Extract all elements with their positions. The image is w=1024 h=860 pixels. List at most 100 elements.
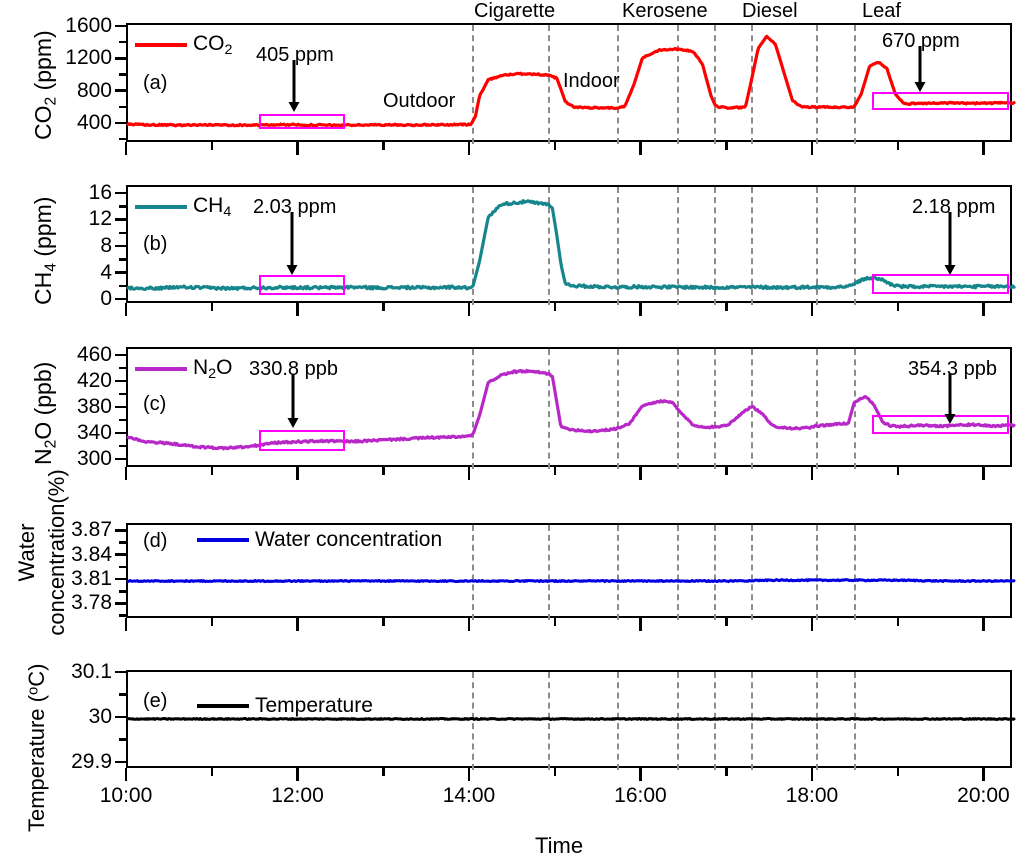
legend-water-swatch — [197, 538, 249, 542]
y-tick-label: 300 — [76, 447, 112, 471]
y-tick-label: 3.81 — [71, 567, 112, 591]
legend-co2-swatch — [135, 42, 187, 47]
y-tick-minor — [119, 366, 126, 370]
x-tick-major — [639, 618, 642, 631]
x-tick-minor — [725, 768, 728, 776]
x-tick-major — [296, 768, 299, 781]
x-tick-major — [982, 618, 985, 631]
event-divider-line — [616, 672, 619, 770]
x-tick-major — [810, 142, 814, 155]
y-tick-minor — [119, 231, 126, 235]
x-tick-major — [467, 142, 471, 155]
annotation-box — [258, 430, 345, 452]
x-tick-major — [124, 618, 128, 631]
event-label-leaf: Leaf — [862, 0, 901, 22]
x-tick-major — [639, 303, 642, 316]
x-tick-major — [124, 467, 128, 480]
x-tick-major — [982, 303, 985, 316]
data-trace-CO2 — [126, 34, 1016, 128]
event-divider-line — [854, 25, 857, 144]
event-divider-line — [854, 349, 857, 469]
x-tick-major — [296, 303, 299, 316]
y-tick-major — [115, 379, 126, 383]
event-divider-line — [676, 187, 679, 305]
legend-n2o: N2O — [135, 356, 232, 382]
x-axis-title: Time — [535, 833, 584, 858]
y-tick-minor — [119, 284, 126, 288]
y-tick-minor — [119, 444, 126, 448]
y-tick-minor — [119, 105, 126, 109]
y-tick-major — [115, 577, 126, 581]
plot-frame-d — [126, 523, 1016, 620]
x-tick-major — [124, 303, 128, 316]
legend-ch4-swatch — [135, 204, 187, 209]
x-tick-minor — [896, 768, 899, 776]
event-divider-line — [714, 525, 717, 620]
event-divider-line — [548, 525, 551, 620]
data-trace-Temperature — [126, 716, 1016, 721]
event-label-cigarette: Cigarette — [474, 0, 556, 22]
event-divider-line — [750, 349, 753, 469]
y-tick-label: 3.84 — [71, 542, 112, 566]
y-tick-label: 420 — [76, 368, 112, 392]
x-tick-major — [639, 142, 642, 155]
event-divider-line — [548, 349, 551, 469]
y-tick-major — [115, 244, 126, 248]
event-divider-line — [750, 525, 753, 620]
y-tick-minor — [119, 738, 126, 741]
y-tick-minor — [119, 73, 126, 76]
x-tick-major — [982, 142, 985, 155]
y-tick-label: 0 — [100, 287, 112, 311]
legend-water: Water concentration — [197, 528, 442, 552]
plot-frame-e — [126, 670, 1016, 770]
legend-ch4: CH4 — [135, 194, 231, 220]
y-tick-major — [115, 670, 126, 674]
panel-label-b: (b) — [143, 233, 168, 255]
x-tick-minor — [210, 142, 214, 150]
region-label-outdoor: Outdoor — [383, 90, 456, 112]
y-tick-major — [115, 218, 126, 221]
annotation-value-405: 405 ppm — [256, 44, 334, 66]
y-tick-major — [115, 457, 126, 461]
y-tick-label: 4 — [100, 260, 112, 284]
x-tick-major — [296, 142, 299, 155]
event-divider-line — [815, 525, 818, 620]
y-tick-minor — [119, 137, 126, 141]
x-tick-minor — [725, 618, 728, 626]
x-tick-major — [810, 467, 814, 480]
plot-frame-a — [126, 23, 1016, 144]
y-tick-label: 1200 — [65, 46, 112, 70]
event-divider-line — [714, 187, 717, 305]
x-tick-major — [982, 467, 985, 480]
annotation-value-354-3: 354.3 ppb — [908, 358, 997, 380]
y-tick-major — [115, 760, 126, 764]
event-label-diesel: Diesel — [742, 0, 798, 22]
x-tick-label: 18:00 — [785, 784, 839, 807]
x-tick-major — [296, 618, 299, 631]
y-tick-minor — [119, 693, 126, 696]
event-divider-line — [854, 187, 857, 305]
event-divider-line — [854, 525, 857, 620]
y-tick-label: 3.78 — [71, 591, 112, 615]
panel-label-a: (a) — [143, 72, 168, 94]
y-tick-major — [115, 405, 126, 409]
annotation-box — [871, 274, 1010, 294]
y-tick-label: 12 — [88, 207, 112, 231]
x-tick-label: 20:00 — [957, 784, 1010, 807]
legend-water-text: Water concentration — [255, 528, 443, 551]
event-divider-line — [750, 187, 753, 305]
x-tick-major — [810, 303, 814, 316]
y-tick-label: 16 — [88, 180, 112, 204]
x-tick-minor — [553, 467, 557, 475]
y-tick-major — [115, 715, 126, 719]
x-tick-minor — [382, 467, 385, 475]
annotation-box — [258, 114, 345, 130]
annotation-value-2-18: 2.18 ppm — [912, 196, 996, 218]
x-tick-label: 16:00 — [614, 784, 667, 807]
event-divider-line — [815, 25, 818, 144]
x-tick-minor — [210, 618, 214, 626]
x-tick-major — [810, 618, 814, 631]
x-tick-label: 10:00 — [99, 784, 153, 807]
y-tick-major — [115, 24, 126, 28]
legend-temperature: Temperature — [197, 694, 373, 718]
